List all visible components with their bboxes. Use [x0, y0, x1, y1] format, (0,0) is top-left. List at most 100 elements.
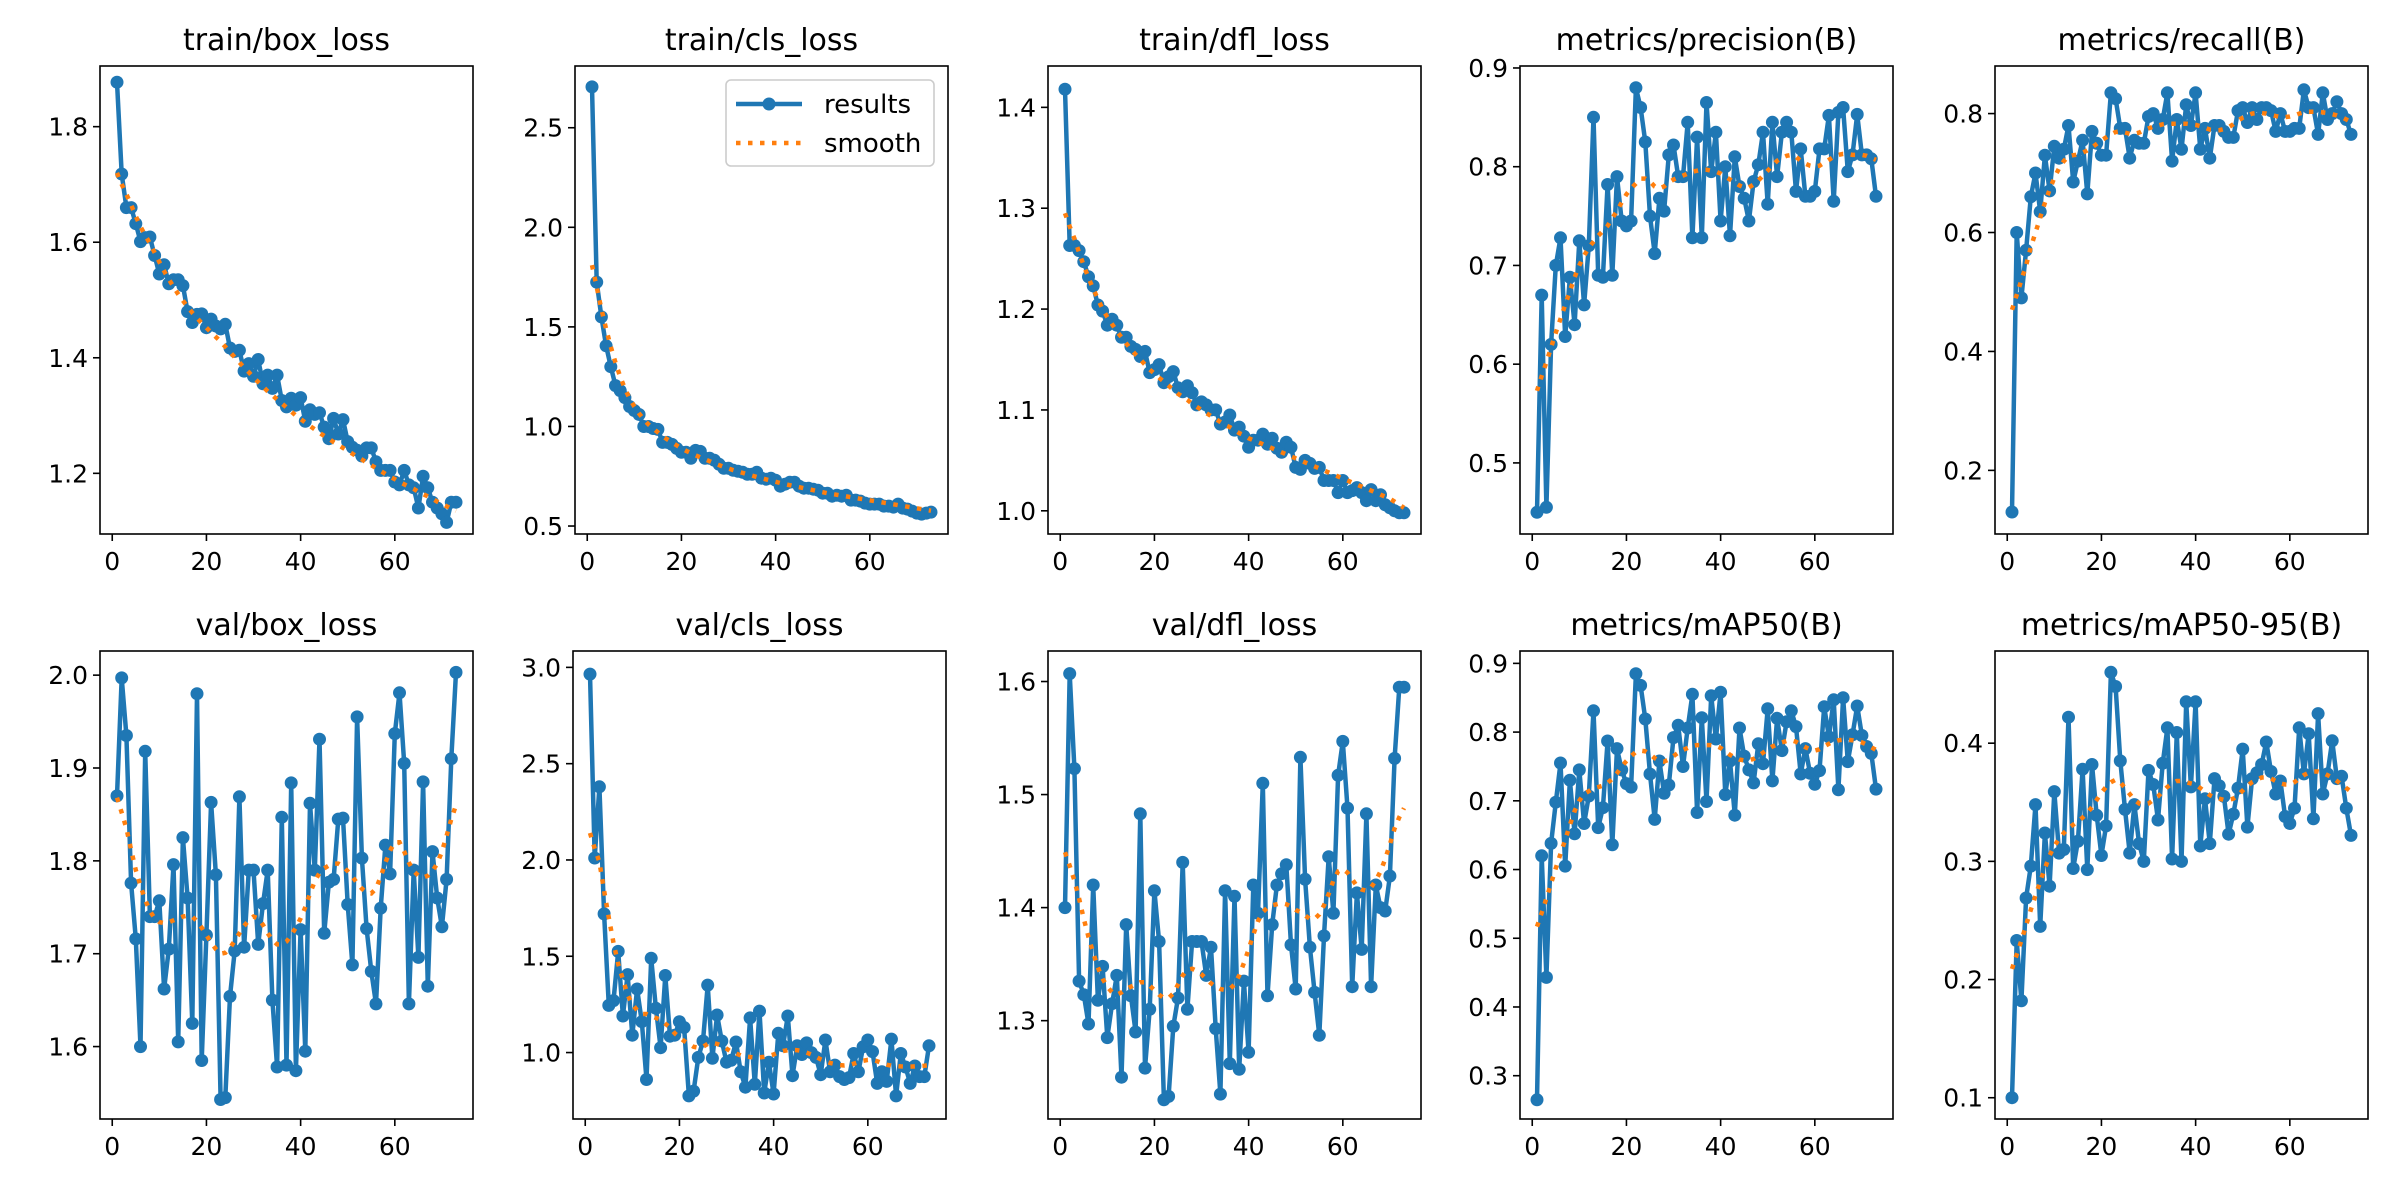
results-point: [416, 469, 430, 483]
x-tick-label: 0: [1999, 547, 2015, 576]
results-point: [2316, 86, 2330, 100]
series-smooth-line: [114, 797, 459, 957]
results-point: [1204, 940, 1218, 954]
results-point: [1223, 408, 1237, 422]
results-point: [1808, 777, 1822, 791]
results-point: [388, 727, 402, 741]
y-tick-label: 3.0: [521, 653, 561, 682]
results-point: [1091, 993, 1105, 1007]
results-point: [1794, 142, 1808, 156]
results-point: [218, 1091, 232, 1105]
results-point: [781, 1009, 795, 1023]
results-point: [1100, 1031, 1114, 1045]
results-point: [1709, 732, 1723, 746]
results-point: [1331, 486, 1345, 500]
results-point: [336, 413, 350, 427]
results-point: [2245, 101, 2259, 115]
results-point: [1765, 115, 1779, 129]
results-point: [729, 1035, 743, 1049]
x-tick-label: 40: [1705, 547, 1737, 576]
results-point: [1270, 878, 1284, 892]
results-point: [444, 752, 458, 766]
results-point: [1747, 776, 1761, 790]
results-point: [1714, 214, 1728, 228]
x-tick-label: 20: [191, 1132, 223, 1161]
results-point: [138, 744, 152, 758]
results-point: [1549, 258, 1563, 272]
results-point: [1176, 855, 1190, 869]
results-point: [1869, 782, 1883, 796]
x-tick-label: 60: [379, 547, 411, 576]
results-point: [270, 368, 284, 382]
results-point: [350, 710, 364, 724]
y-tick-label: 0.7: [1468, 787, 1508, 816]
results-point: [313, 406, 326, 420]
results-point: [1082, 1017, 1095, 1031]
results-point: [889, 1089, 903, 1103]
results-point: [1563, 773, 1577, 787]
results-point: [2269, 124, 2283, 138]
legend-box: [725, 79, 935, 167]
results-point: [1369, 878, 1383, 892]
results-point: [1110, 318, 1124, 332]
results-point: [110, 75, 124, 89]
results-point: [1568, 827, 1582, 841]
results-point: [2137, 136, 2151, 150]
results-point: [1700, 96, 1713, 109]
y-tick-label: 1.0: [523, 412, 563, 441]
results-point: [171, 1035, 185, 1049]
results-point: [218, 317, 232, 331]
y-tick-label: 0.9: [1468, 54, 1508, 83]
results-point: [607, 994, 620, 1008]
results-point: [2066, 862, 2080, 875]
results-point: [710, 1008, 724, 1022]
x-tick-label: 40: [1705, 1132, 1737, 1161]
results-point: [148, 249, 162, 262]
results-point: [2038, 148, 2052, 162]
results-point: [115, 167, 129, 181]
results-point: [2203, 151, 2217, 165]
results-point: [119, 729, 133, 742]
results-point: [635, 1015, 649, 1029]
x-tick-label: 0: [1052, 1132, 1068, 1161]
results-point: [1864, 152, 1878, 166]
results-point: [1284, 938, 1298, 952]
results-point: [1761, 197, 1775, 211]
results-point: [2311, 707, 2325, 721]
results-point: [583, 667, 597, 681]
y-tick-label: 1.6: [48, 1033, 88, 1062]
y-tick-label: 0.5: [523, 512, 563, 541]
subplot-metrics-precision-b: metrics/precision(B) 0 20 40 60 0.5 0.6 0.7 0.8 0…: [1468, 23, 1894, 576]
results-point: [232, 343, 246, 357]
results-point: [209, 868, 223, 882]
results-point: [1765, 774, 1779, 788]
results-point: [1831, 783, 1845, 797]
results-point: [2288, 801, 2301, 815]
axes-frame: [1994, 65, 2369, 535]
results-point: [1601, 734, 1615, 748]
results-point: [247, 863, 260, 877]
results-point: [1605, 838, 1619, 852]
results-point: [677, 1021, 691, 1034]
y-tick-label: 1.0: [521, 1039, 561, 1068]
x-tick-label: 60: [1327, 547, 1359, 576]
y-tick-label: 0.8: [1943, 100, 1983, 129]
plot-area: [1058, 667, 1411, 1107]
results-point: [317, 926, 331, 940]
results-point: [327, 872, 341, 886]
results-point: [1341, 801, 1354, 815]
results-point: [2005, 1091, 2019, 1105]
results-point: [1681, 115, 1695, 129]
results-point: [1841, 755, 1855, 769]
axes-frame: [1994, 650, 2369, 1120]
legend-label-smooth: smooth: [824, 129, 921, 159]
results-point: [232, 790, 246, 804]
results-point: [875, 1065, 889, 1079]
series-smooth-line: [1534, 151, 1877, 392]
results-point: [1813, 764, 1826, 778]
results-point: [1577, 817, 1591, 830]
subplot-val-box-loss: val/box_loss 0 20 40 60 1.6 1.7 1.8 1.9 2.0: [48, 608, 474, 1161]
results-point: [1350, 886, 1364, 900]
results-point: [2104, 665, 2118, 679]
results-point: [1695, 711, 1709, 725]
